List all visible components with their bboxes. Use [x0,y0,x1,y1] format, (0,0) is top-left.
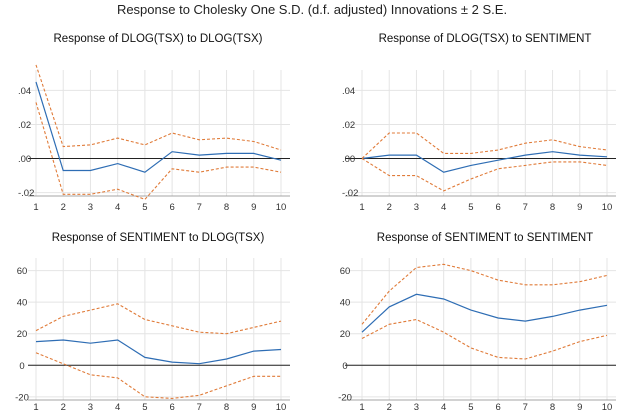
x-tick-label: 4 [441,402,446,413]
x-tick-label: 6 [169,202,174,213]
x-tick-label: 3 [414,402,419,413]
x-tick-label: 5 [142,402,147,413]
x-tick-label: 2 [387,402,392,413]
x-tick-label: 3 [88,202,93,213]
x-tick-label: 4 [441,202,446,213]
y-tick-label: 40 [340,298,351,309]
chart-title: Response of DLOG(TSX) to DLOG(TSX) [54,33,263,45]
chart-title: Response of SENTIMENT to DLOG(TSX) [52,232,265,244]
series-line-lower [361,158,608,192]
series-line-upper [35,303,282,335]
series-line-upper [361,263,608,325]
x-tick-label: 3 [88,402,93,413]
x-tick-label: 7 [523,402,528,413]
x-tick-label: 3 [414,202,419,213]
chart-title: Response of DLOG(TSX) to SENTIMENT [379,33,592,45]
x-tick-label: 10 [276,402,287,413]
y-tick-label: 0 [19,361,24,372]
x-tick-label: 7 [197,402,202,413]
series-line-response [361,151,608,173]
y-tick-label: 20 [17,329,28,340]
series-line-upper [35,64,282,151]
chart-title: Response of SENTIMENT to SENTIMENT [377,232,593,244]
x-tick-label: 8 [550,202,555,213]
series-line-lower [361,318,608,360]
x-tick-label: 10 [602,202,613,213]
x-tick-label: 6 [495,402,500,413]
y-tick-label: 60 [17,266,28,277]
x-tick-label: 4 [115,202,120,213]
x-tick-label: 2 [61,402,66,413]
x-tick-label: 4 [115,402,120,413]
x-tick-label: 5 [142,202,147,213]
x-tick-label: 2 [61,202,66,213]
chart-panel-2: Response of DLOG(TSX) to SENTIMENT .04 .02… [342,33,616,213]
x-tick-label: 2 [387,202,392,213]
y-tick-label: 60 [340,266,351,277]
y-tick-label: 0 [342,361,347,372]
y-tick-label: .02 [342,120,355,131]
x-tick-label: 7 [197,202,202,213]
y-tick-label: -.02 [18,188,34,199]
x-tick-label: 1 [359,202,364,213]
y-tick-label: .02 [18,120,31,131]
y-tick-label: .04 [18,86,31,97]
chart-panel-3: Response of SENTIMENT to DLOG(TSX)604020… [15,232,290,413]
x-tick-label: 7 [523,202,528,213]
series-line-upper [361,132,608,159]
x-tick-label: 8 [224,402,229,413]
x-tick-label: 8 [224,202,229,213]
series-line-response [35,339,282,365]
series-line-response [35,81,282,173]
x-tick-label: 10 [276,202,287,213]
main-title: Response to Cholesky One S.D. (d.f. adju… [116,2,508,17]
x-tick-label: 6 [169,402,174,413]
x-tick-label: 6 [495,202,500,213]
x-tick-label: 5 [468,202,473,213]
x-tick-label: 9 [251,202,256,213]
x-tick-label: 9 [251,402,256,413]
x-tick-label: 1 [33,402,38,413]
y-tick-label: 20 [340,329,351,340]
x-tick-label: 10 [602,402,613,413]
x-tick-label: 1 [33,202,38,213]
y-tick-label: -.02 [342,188,358,199]
x-tick-label: 1 [359,402,364,413]
chart-panel-1: Response of DLOG(TSX) to DLOG(TSX) .04 .02… [18,33,290,213]
x-tick-label: 9 [577,402,582,413]
chart-panel-4: Response of SENTIMENT to SENTIMENT604020… [338,232,616,413]
series-line-lower [35,102,282,201]
y-tick-label: .00 [18,154,31,165]
x-tick-label: 8 [550,402,555,413]
y-tick-label: -20 [15,392,29,403]
y-tick-label: 40 [17,298,28,309]
y-tick-label: -20 [338,392,352,403]
y-tick-label: .04 [342,86,355,97]
x-tick-label: 5 [468,402,473,413]
y-tick-label: .00 [342,154,355,165]
series-line-lower [35,352,281,399]
x-tick-label: 9 [577,202,582,213]
series-line-response [361,293,608,333]
